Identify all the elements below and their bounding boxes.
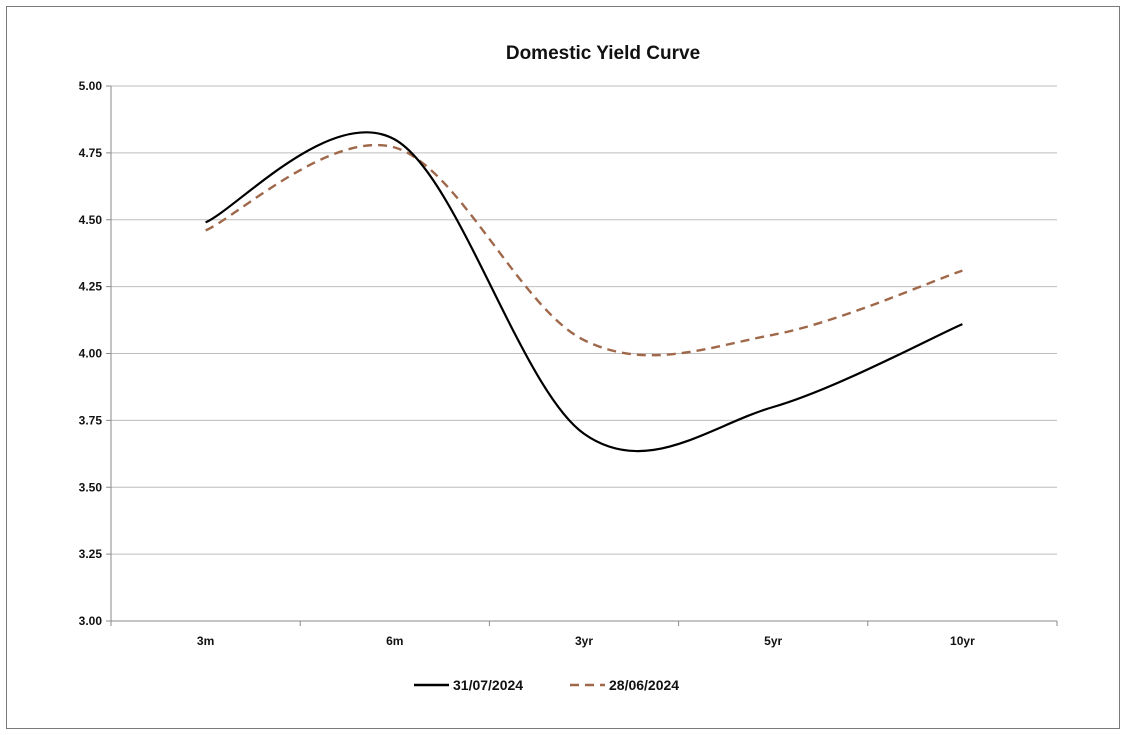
gridlines [111, 85, 1057, 555]
y-tick-label: 4.75 [79, 146, 103, 160]
y-axis-ticks: 5.00 4.75 4.50 4.25 4.00 3.75 3.50 3.25 3.00 [79, 79, 103, 628]
x-tick-label: 3m [197, 634, 214, 648]
y-tick-label: 4.25 [79, 280, 103, 294]
y-tick-label: 3.00 [79, 614, 103, 628]
legend-label-1: 28/06/2024 [609, 677, 679, 693]
y-tick-label: 4.00 [79, 347, 103, 361]
x-tick-label: 6m [386, 634, 403, 648]
legend-label-0: 31/07/2024 [453, 677, 523, 693]
x-tick-label: 10yr [950, 634, 975, 648]
chart-frame: Domestic Yield Curve 5.00 4.75 4.50 4.25 4.0… [6, 6, 1120, 729]
y-tick-label: 4.50 [79, 213, 103, 227]
legend: 31/07/2024 28/06/2024 [414, 677, 679, 693]
chart-title: Domestic Yield Curve [506, 43, 700, 64]
axes [106, 85, 1058, 626]
x-tick-label: 5yr [764, 634, 782, 648]
y-tick-label: 5.00 [79, 79, 103, 93]
x-axis-ticks: 3m 6m 3yr 5yr 10yr [197, 634, 975, 648]
series-line-1 [205, 144, 963, 357]
y-tick-label: 3.50 [79, 480, 103, 494]
y-tick-label: 3.25 [79, 547, 103, 561]
yield-curve-chart: Domestic Yield Curve 5.00 4.75 4.50 4.25 4.0… [79, 43, 1058, 693]
series-lines [205, 131, 963, 453]
y-tick-label: 3.75 [79, 413, 103, 427]
x-tick-label: 3yr [575, 634, 593, 648]
series-line-0 [205, 131, 963, 453]
